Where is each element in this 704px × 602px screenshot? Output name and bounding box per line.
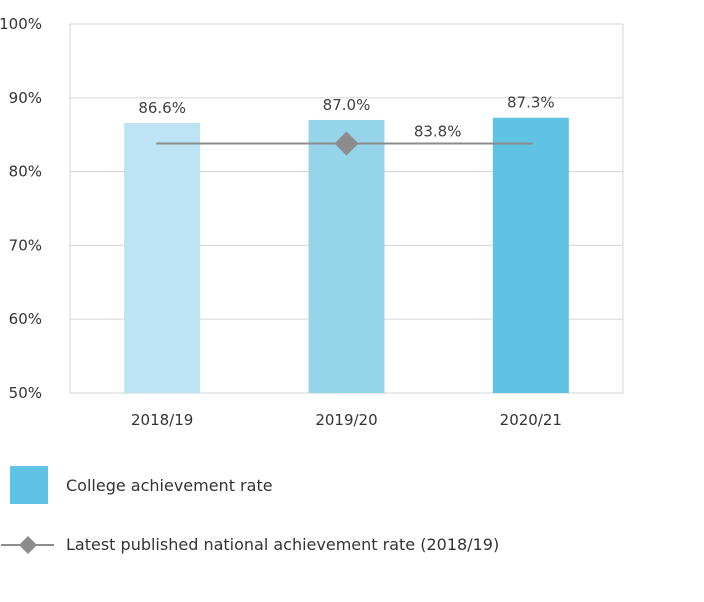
national-rate-line-group bbox=[156, 131, 533, 156]
y-tick-label: 60% bbox=[9, 310, 42, 328]
x-tick-label: 2020/21 bbox=[500, 411, 562, 429]
legend-line-diamond-icon bbox=[1, 536, 54, 554]
legend-college: College achievement rate bbox=[0, 466, 704, 506]
achievement-rate-chart: 50% 60% 70% 80% 90% 100% 86.6% 87.0% 87.3% 83.8%… bbox=[0, 15, 624, 429]
y-tick-label: 80% bbox=[9, 163, 42, 181]
x-tick-label: 2018/19 bbox=[131, 411, 193, 429]
data-label: 87.3% bbox=[507, 94, 555, 112]
y-tick-label: 70% bbox=[9, 236, 42, 254]
national-rate-marker bbox=[334, 131, 359, 156]
legend-swatch-college bbox=[10, 466, 48, 504]
legend-national: Latest published national achievement ra… bbox=[0, 526, 704, 566]
legend-label-college: College achievement rate bbox=[66, 476, 273, 495]
national-rate-label: 83.8% bbox=[414, 123, 462, 141]
x-tick-label: 2019/20 bbox=[315, 411, 377, 429]
data-label: 86.6% bbox=[138, 99, 186, 117]
y-tick-label: 50% bbox=[9, 384, 42, 402]
legend-label-national: Latest published national achievement ra… bbox=[66, 535, 500, 554]
bars bbox=[124, 117, 569, 393]
data-label: 87.0% bbox=[323, 96, 371, 114]
y-tick-label: 90% bbox=[9, 89, 42, 107]
bar bbox=[492, 117, 569, 393]
bar bbox=[124, 122, 201, 393]
bar bbox=[308, 119, 385, 393]
data-labels: 86.6% 87.0% 87.3% 83.8% bbox=[138, 94, 554, 141]
x-axis-ticks: 2018/19 2019/20 2020/21 bbox=[131, 411, 562, 429]
y-tick-label: 100% bbox=[0, 15, 42, 33]
y-axis-ticks: 50% 60% 70% 80% 90% 100% bbox=[0, 15, 42, 402]
